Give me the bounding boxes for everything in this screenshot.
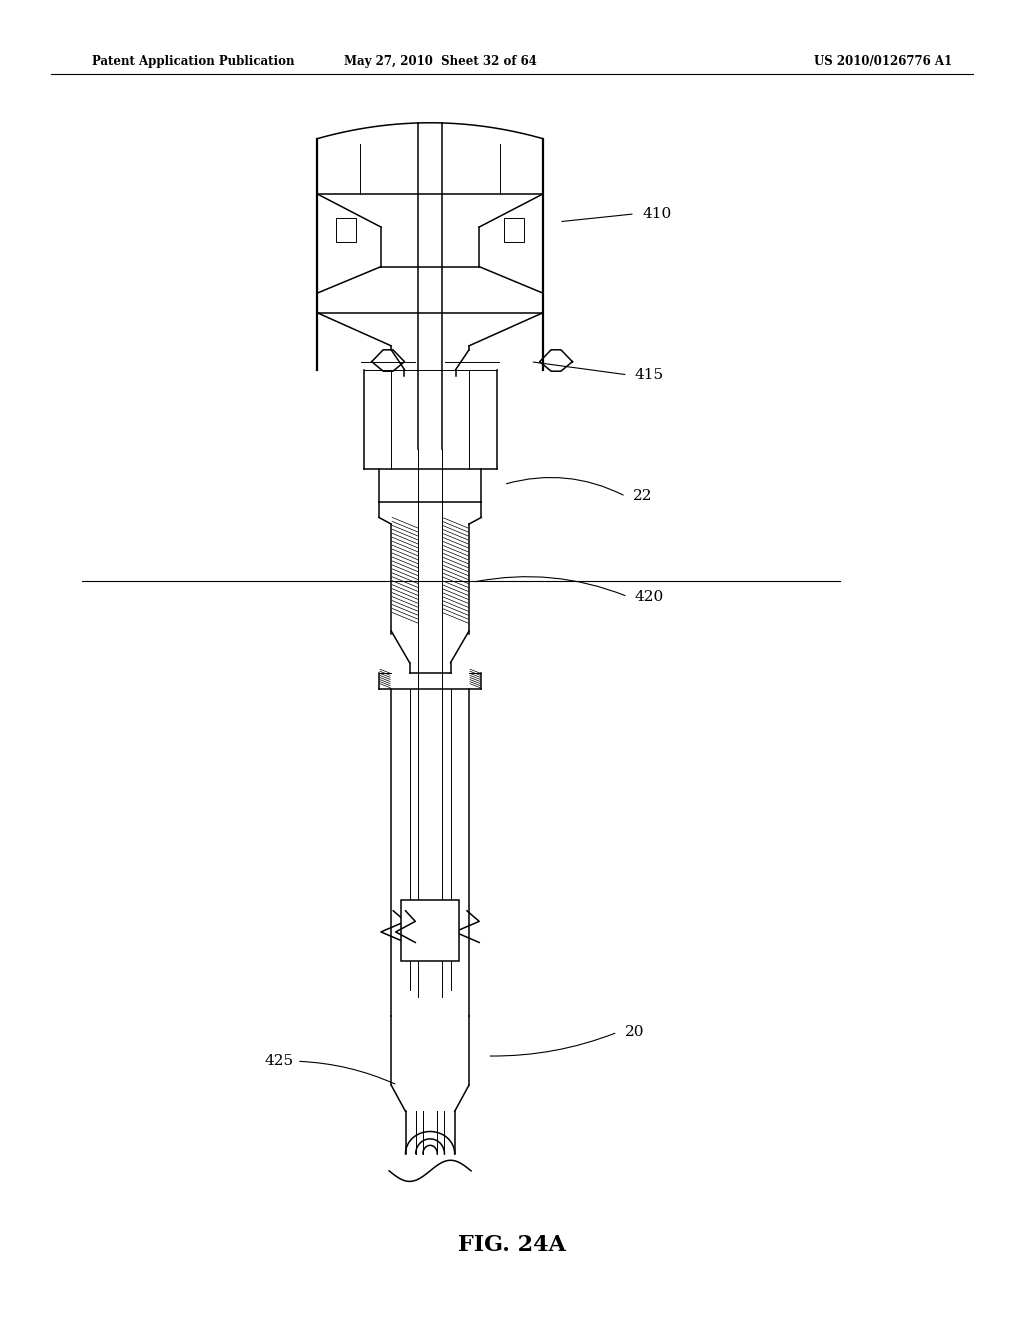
Bar (336, 218, 356, 242)
Text: 20: 20 (625, 1026, 644, 1039)
Text: 22: 22 (633, 490, 652, 503)
Bar (401, 900, 459, 961)
Bar (504, 218, 524, 242)
Text: 425: 425 (264, 1055, 293, 1068)
Text: 420: 420 (635, 590, 665, 603)
Text: FIG. 24A: FIG. 24A (458, 1234, 566, 1255)
Text: US 2010/0126776 A1: US 2010/0126776 A1 (814, 55, 952, 69)
Text: 415: 415 (635, 368, 664, 381)
Text: May 27, 2010  Sheet 32 of 64: May 27, 2010 Sheet 32 of 64 (344, 55, 537, 69)
Text: Patent Application Publication: Patent Application Publication (92, 55, 295, 69)
Text: 410: 410 (642, 207, 672, 220)
